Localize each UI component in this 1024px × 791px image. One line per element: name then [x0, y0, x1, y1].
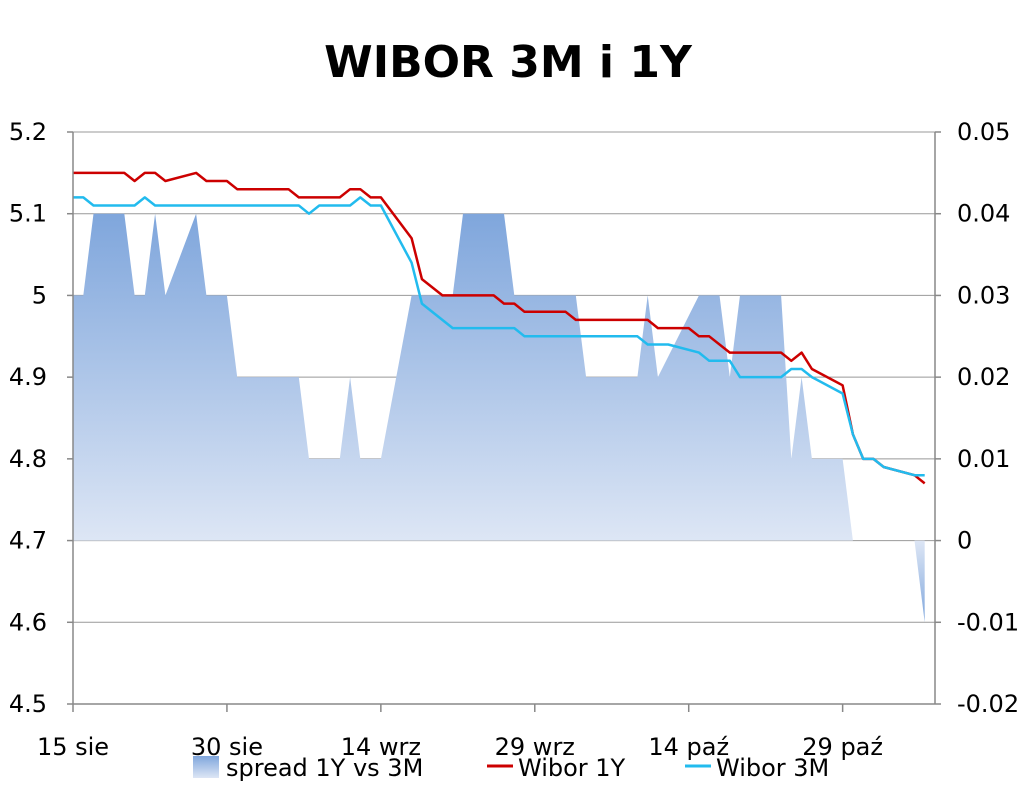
- y-left-tick-label: 4.9: [9, 363, 47, 391]
- legend-label-wibor-3m: Wibor 3M: [716, 754, 829, 782]
- y-left-tick-label: 5.2: [9, 118, 47, 146]
- x-tick-label: 14 wrz: [341, 733, 421, 761]
- legend-label-spread: spread 1Y vs 3M: [226, 754, 423, 782]
- legend-label-wibor-1y: Wibor 1Y: [518, 754, 626, 782]
- y-right-tick-label: 0.05: [957, 118, 1010, 146]
- legend: spread 1Y vs 3M Wibor 1Y Wibor 3M: [193, 754, 829, 782]
- axes: [67, 131, 941, 712]
- y-left-tick-label: 4.5: [9, 690, 47, 718]
- spread-area: [73, 213, 853, 541]
- y-right-tick-label: 0.02: [957, 363, 1010, 391]
- y-left-tick-label: 4.8: [9, 445, 47, 473]
- y-right-tick-labels: 0.05 0.04 0.03 0.02 0.01 0 -0.01 -0.02: [957, 118, 1019, 718]
- spread-area: [914, 540, 925, 623]
- x-tick-label: 29 wrz: [495, 733, 575, 761]
- chart-title: WIBOR 3M i 1Y: [324, 37, 693, 88]
- series-line-wibor-3m: [73, 196, 925, 477]
- x-tick-label: 29 paź: [802, 733, 883, 761]
- x-tick-label: 14 paź: [648, 733, 729, 761]
- line-layer: [73, 171, 926, 485]
- y-left-tick-label: 4.6: [9, 608, 47, 636]
- y-right-tick-label: 0.03: [957, 281, 1010, 309]
- spread-area-layer: [73, 213, 925, 623]
- y-left-tick-label: 5: [32, 281, 47, 309]
- y-left-tick-label: 5.1: [9, 200, 47, 228]
- y-right-tick-label: -0.02: [957, 690, 1019, 718]
- y-right-tick-label: -0.01: [957, 608, 1019, 636]
- series-line-wibor-1y: [73, 171, 926, 485]
- x-tick-label: 15 sie: [37, 733, 109, 761]
- y-right-tick-label: 0.01: [957, 445, 1010, 473]
- y-right-tick-label: 0.04: [957, 200, 1010, 228]
- y-left-tick-labels: 5.2 5.1 5 4.9 4.8 4.7 4.6 4.5: [9, 118, 47, 718]
- y-right-tick-label: 0: [957, 527, 972, 555]
- legend-swatch-spread: [193, 756, 219, 778]
- y-left-tick-label: 4.7: [9, 527, 47, 555]
